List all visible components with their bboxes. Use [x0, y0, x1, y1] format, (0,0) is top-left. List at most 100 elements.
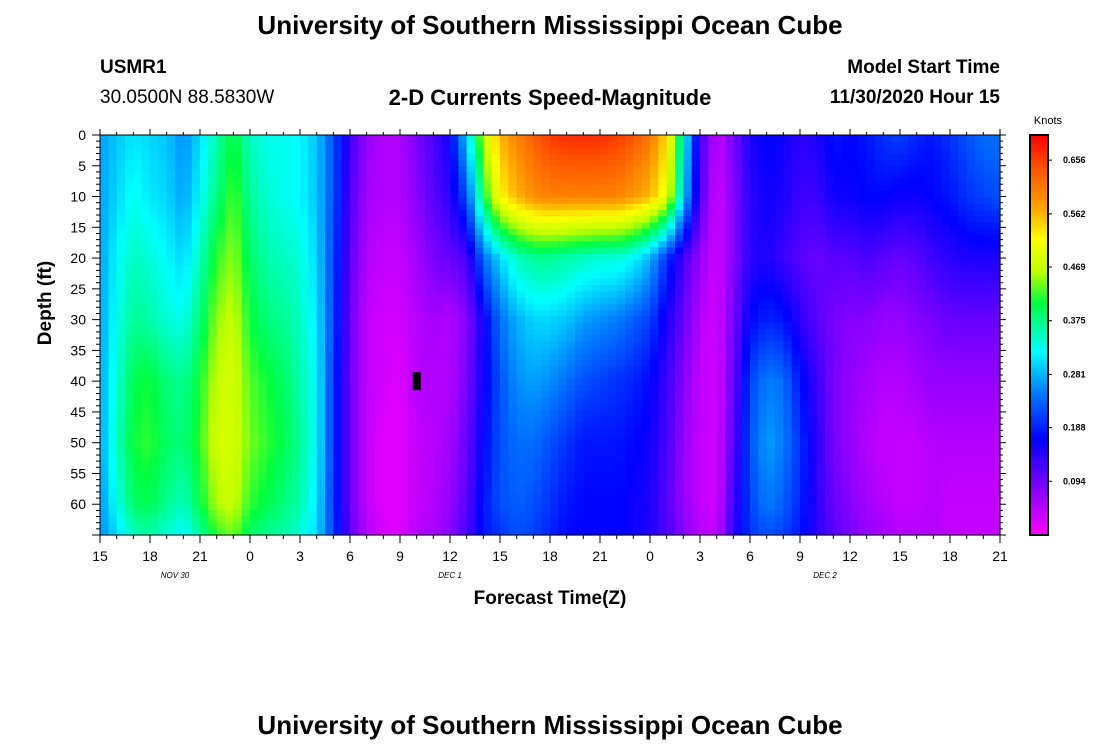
heatmap-cell	[691, 147, 701, 155]
heatmap-cell	[233, 316, 243, 324]
heatmap-cell	[458, 341, 468, 349]
heatmap-cell	[475, 391, 484, 399]
heatmap-cell	[408, 503, 418, 511]
heatmap-cell	[475, 160, 484, 167]
heatmap-cell	[408, 528, 418, 536]
heatmap-cell	[433, 416, 443, 424]
heatmap-cell	[733, 203, 743, 211]
heatmap-cell	[350, 335, 359, 342]
heatmap-cell	[258, 285, 268, 292]
heatmap-cell	[441, 366, 451, 374]
heatmap-cell	[650, 341, 659, 349]
heatmap-cell	[175, 297, 184, 305]
heatmap-cell	[533, 428, 543, 436]
heatmap-cell	[333, 216, 343, 224]
heatmap-cell	[100, 185, 109, 192]
heatmap-cell	[650, 360, 659, 367]
heatmap-cell	[100, 435, 109, 442]
heatmap-cell	[558, 447, 568, 455]
heatmap-cell	[441, 216, 451, 224]
heatmap-cell	[550, 278, 559, 286]
heatmap-cell	[358, 528, 368, 536]
heatmap-cell	[550, 216, 559, 224]
heatmap-cell	[591, 472, 601, 480]
heatmap-cell	[383, 516, 393, 524]
heatmap-cell	[625, 141, 634, 149]
heatmap-cell	[625, 185, 634, 192]
heatmap-cell	[450, 378, 459, 386]
heatmap-cell	[250, 272, 259, 280]
heatmap-cell	[541, 316, 551, 324]
heatmap-cell	[741, 416, 751, 424]
heatmap-cell	[391, 260, 401, 267]
heatmap-cell	[666, 378, 676, 386]
heatmap-cell	[591, 453, 601, 461]
heatmap-cell	[558, 410, 568, 417]
heatmap-cell	[158, 460, 168, 467]
heatmap-cell	[333, 172, 343, 180]
heatmap-cell	[666, 453, 676, 461]
heatmap-cell	[291, 172, 301, 180]
heatmap-cell	[458, 153, 468, 161]
heatmap-cell	[716, 472, 726, 480]
heatmap-cell	[675, 153, 684, 161]
heatmap-cell	[350, 278, 359, 286]
heatmap-cell	[241, 478, 251, 486]
heatmap-cell	[366, 278, 376, 286]
heatmap-cell	[400, 416, 409, 424]
heatmap-cell	[133, 297, 143, 305]
heatmap-cell	[400, 216, 409, 224]
heatmap-cell	[716, 347, 726, 355]
heatmap-cell	[216, 360, 226, 367]
heatmap-cell	[133, 378, 143, 386]
heatmap-cell	[291, 178, 301, 186]
heatmap-cell	[208, 160, 218, 167]
heatmap-cell	[733, 297, 743, 305]
heatmap-cell	[483, 328, 493, 336]
heatmap-cell	[666, 272, 676, 280]
heatmap-cell	[366, 410, 376, 417]
heatmap-cell	[566, 253, 576, 261]
heatmap-cell	[291, 416, 301, 424]
heatmap-cell	[316, 178, 326, 186]
heatmap-cell	[483, 466, 493, 474]
heatmap-cell	[391, 166, 401, 174]
heatmap-cell	[141, 172, 151, 180]
heatmap-cell	[341, 141, 351, 149]
heatmap-cell	[241, 278, 251, 286]
heatmap-cell	[391, 372, 401, 380]
heatmap-cell	[150, 172, 159, 180]
heatmap-cell	[533, 422, 543, 430]
heatmap-cell	[300, 197, 309, 205]
heatmap-cell	[683, 385, 693, 392]
heatmap-cell	[433, 316, 443, 324]
heatmap-cell	[516, 447, 526, 455]
heatmap-cell	[666, 291, 676, 299]
heatmap-cell	[450, 185, 459, 192]
heatmap-cell	[225, 416, 234, 424]
heatmap-cell	[266, 391, 276, 399]
heatmap-cell	[583, 428, 593, 436]
heatmap-cell	[183, 403, 193, 411]
heatmap-cell	[508, 516, 518, 524]
heatmap-cell	[441, 497, 451, 505]
heatmap-cell	[533, 516, 543, 524]
heatmap-cell	[233, 497, 243, 505]
heatmap-cell	[500, 185, 509, 192]
heatmap-cell	[650, 310, 659, 317]
heatmap-cell	[375, 397, 384, 405]
heatmap-cell	[266, 178, 276, 186]
heatmap-cell	[133, 410, 143, 417]
heatmap-cell	[450, 197, 459, 205]
heatmap-cell	[625, 366, 634, 374]
heatmap-cell	[566, 153, 576, 161]
heatmap-cell	[391, 528, 401, 536]
heatmap-cell	[525, 266, 534, 274]
heatmap-cell	[241, 135, 251, 142]
heatmap-cell	[650, 491, 659, 499]
heatmap-cell	[666, 160, 676, 167]
heatmap-cell	[300, 172, 309, 180]
heatmap-cell	[233, 203, 243, 211]
heatmap-cell	[666, 353, 676, 361]
heatmap-cell	[666, 335, 676, 342]
